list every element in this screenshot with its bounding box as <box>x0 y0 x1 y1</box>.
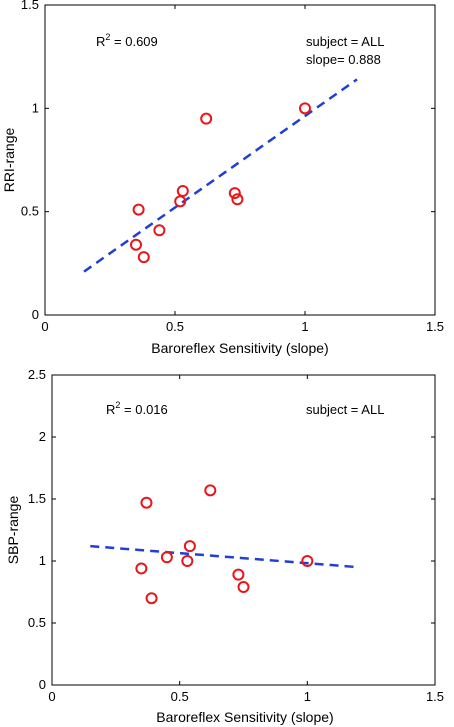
data-point <box>301 555 314 567</box>
data-point <box>204 484 217 497</box>
r2-annotation: R2 = 0.016 <box>106 400 168 417</box>
y-tick-label: 1.5 <box>28 491 46 506</box>
data-point <box>200 112 213 125</box>
y-tick-label: 0.5 <box>21 204 39 219</box>
points-group <box>130 102 311 264</box>
plot-area <box>51 374 436 686</box>
x-tick-label: 1 <box>301 319 308 334</box>
x-tick-label: 0 <box>48 689 55 704</box>
data-point <box>232 568 245 581</box>
data-point <box>176 185 189 197</box>
fit-line-group <box>83 78 358 273</box>
data-point <box>181 555 194 567</box>
y-tick-label: 1.5 <box>21 0 39 12</box>
subject-annotation: subject = ALL <box>306 34 384 49</box>
chart-rri: 0 0.5 1 1.5 0 0.5 1 1.5 R2 = 0.609 subject = A… <box>1 0 444 356</box>
x-tick-label: 1 <box>304 689 311 704</box>
data-point <box>237 581 250 594</box>
y-tick-label: 0 <box>32 307 39 322</box>
y-tick-label: 1 <box>32 100 39 115</box>
regression-line <box>83 78 358 273</box>
y-axis-label: RRI-range <box>1 128 17 193</box>
x-axis-label: Baroreflex Sensitivity (slope) <box>151 340 328 356</box>
y-tick-label: 2 <box>39 429 46 444</box>
x-ticks: 0 0.5 1 1.5 <box>41 5 444 334</box>
y-ticks: 0 0.5 1 1.5 2 2.5 <box>28 367 435 692</box>
r2-annotation: R2 = 0.609 <box>96 32 158 49</box>
chart-sbp: 0 0.5 1 1.5 0 0.5 1 1.5 2 2.5 R2 = 0.016 subject… <box>5 367 444 725</box>
x-ticks: 0 0.5 1 1.5 <box>48 375 444 704</box>
data-point <box>153 224 166 237</box>
data-point <box>228 187 241 200</box>
data-point <box>160 551 173 564</box>
x-tick-label: 0.5 <box>171 689 189 704</box>
plot-area <box>44 4 436 316</box>
slope-annotation: slope= 0.888 <box>306 52 381 67</box>
data-point <box>231 193 244 206</box>
data-point <box>299 102 311 115</box>
y-tick-label: 2.5 <box>28 367 46 382</box>
y-tick-label: 0 <box>39 677 46 692</box>
y-tick-label: 1 <box>39 553 46 568</box>
data-point <box>183 540 196 553</box>
data-point <box>130 238 142 251</box>
x-tick-label: 0 <box>41 319 48 334</box>
x-tick-label: 0.5 <box>166 319 184 334</box>
data-point <box>145 592 158 605</box>
x-tick-label: 1.5 <box>426 319 444 334</box>
data-point <box>137 251 150 264</box>
data-point <box>132 203 145 216</box>
data-point <box>140 496 153 509</box>
y-tick-label: 0.5 <box>28 615 46 630</box>
x-tick-label: 1.5 <box>426 689 444 704</box>
data-point <box>135 562 148 575</box>
x-axis-label: Baroreflex Sensitivity (slope) <box>156 709 333 725</box>
y-ticks: 0 0.5 1 1.5 <box>21 0 435 322</box>
points-group <box>135 484 314 605</box>
subject-annotation: subject = ALL <box>306 402 384 417</box>
y-axis-label: SBP-range <box>5 496 21 565</box>
